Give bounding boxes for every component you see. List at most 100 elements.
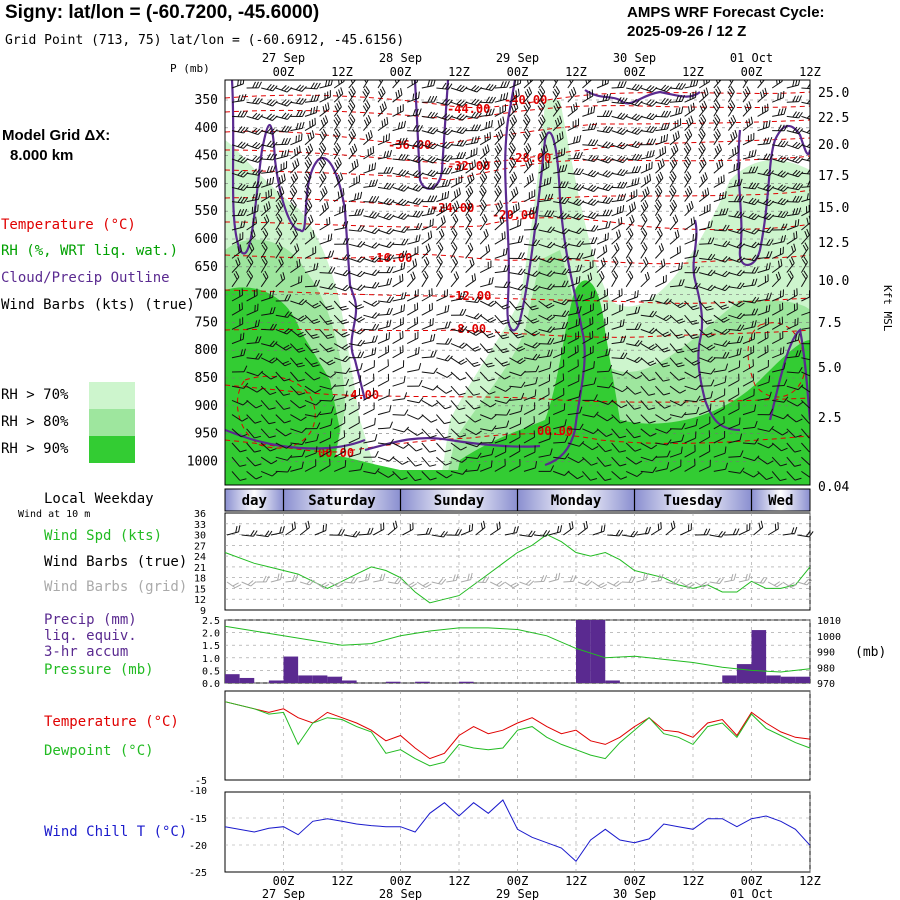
wind-barb <box>392 250 408 259</box>
wind-barb <box>261 340 278 348</box>
wind-barb <box>480 83 497 91</box>
wind-barb <box>772 124 788 132</box>
wind-barb-true <box>343 530 361 538</box>
isotherm--8 <box>225 328 810 338</box>
wind-barb <box>304 214 314 231</box>
wind-barb <box>436 371 453 378</box>
wind-barb <box>290 158 300 174</box>
wind-barb <box>801 141 810 150</box>
wind-barb <box>494 92 509 103</box>
wind-barb <box>290 243 300 259</box>
wind-barb <box>713 128 721 146</box>
pressure-tick-labels: 350 400 450 500 550 600 650 700 750 800 850 900 950 1… <box>187 93 218 469</box>
wind-barb <box>479 199 487 217</box>
wind-height-note: Wind at 10 m <box>18 509 91 520</box>
wind-barb <box>786 231 798 245</box>
wind-barb-true <box>299 520 310 536</box>
wind-barb <box>509 314 524 325</box>
wind-barb <box>407 91 420 103</box>
top-hour-label: 00Z <box>741 65 763 79</box>
wind-barb <box>786 399 804 407</box>
wind-barb-grid <box>548 572 561 583</box>
wind-barb <box>611 181 628 189</box>
wind-barb <box>640 149 655 160</box>
wind-barb <box>450 242 458 259</box>
wind-barb <box>655 171 664 188</box>
wind-barb <box>509 186 519 202</box>
wind-barb <box>742 308 759 316</box>
wind-barb <box>786 456 802 467</box>
pressure-unit: (mb) <box>855 645 886 660</box>
pressure-tick-label: 750 <box>195 315 218 330</box>
wind-barb <box>334 367 351 374</box>
wind-barb <box>392 88 403 103</box>
wind-barb <box>655 329 672 338</box>
wind-barb <box>290 449 306 458</box>
top-hour-labels: 00Z 12Z 00Z 12Z 00Z 12Z 00Z 12Z 00Z 12Z <box>273 65 821 79</box>
wind-barb <box>538 283 555 291</box>
wind-barb <box>421 141 439 150</box>
wind-barb <box>552 131 564 146</box>
wind-barb <box>348 463 364 472</box>
forecast-cycle: AMPS WRF Forecast Cycle: 2025-09-26 / 12… <box>627 3 825 41</box>
wind-barb <box>392 317 404 330</box>
wind-barb <box>538 465 555 472</box>
wind-barb <box>465 172 475 188</box>
precip-panel-frame <box>224 619 811 684</box>
wind-barb <box>742 166 759 174</box>
wind-barb <box>479 171 488 188</box>
wind-barb <box>626 290 639 302</box>
wind-barb-true <box>694 528 711 536</box>
wind-barb <box>392 409 409 416</box>
wind-barb <box>246 168 263 176</box>
wind-barb <box>626 153 643 161</box>
wind-barb <box>596 141 614 149</box>
wind-barb <box>377 254 395 261</box>
wind-barb <box>757 391 772 401</box>
wind-barb <box>655 314 672 322</box>
wind-barb <box>684 90 697 103</box>
wind-barb <box>713 174 725 188</box>
wind-barb <box>246 414 262 424</box>
wind-barb <box>435 242 444 259</box>
wind-barb <box>435 270 443 288</box>
wind-barb <box>450 175 463 188</box>
wind-barb <box>772 210 789 219</box>
wind-barb <box>421 126 439 135</box>
precip-bar <box>327 676 342 683</box>
wind-barb <box>771 302 784 316</box>
wind-barb-grid <box>534 574 548 583</box>
wind-barb <box>289 199 297 217</box>
wind-barb <box>669 399 687 406</box>
contour-label: -8.00 <box>450 322 486 336</box>
weekday-label: day <box>242 493 268 509</box>
isotherm--12 <box>225 289 810 304</box>
wind-barb <box>436 289 448 302</box>
wind-barb <box>698 80 710 89</box>
legend-rh70-swatch <box>89 382 135 409</box>
wind-barb <box>436 470 453 479</box>
wind-barb <box>319 418 333 430</box>
wind-barb <box>567 252 584 260</box>
wind-barb <box>465 371 481 382</box>
precip-bar <box>751 630 767 683</box>
wind-barb <box>801 192 810 203</box>
wind-speed-label: Wind Spd (kts) <box>44 528 163 544</box>
wind-barb <box>655 343 671 353</box>
wind-barb <box>465 228 473 245</box>
wind-barb <box>582 80 592 89</box>
wind-barb <box>523 157 533 174</box>
wind-barb <box>699 379 715 387</box>
wind-barb <box>611 428 627 439</box>
wind-barb <box>407 108 422 117</box>
wind-barb <box>509 381 526 389</box>
wind-barb <box>494 185 502 202</box>
wind-barb <box>304 300 321 309</box>
wind-barb <box>786 288 798 302</box>
wind-barb <box>669 459 682 472</box>
wind-barb <box>611 217 623 231</box>
wind-barb <box>421 333 436 345</box>
wind-barb <box>801 167 810 175</box>
wind-barb <box>538 314 556 321</box>
wind-barb <box>290 357 305 368</box>
